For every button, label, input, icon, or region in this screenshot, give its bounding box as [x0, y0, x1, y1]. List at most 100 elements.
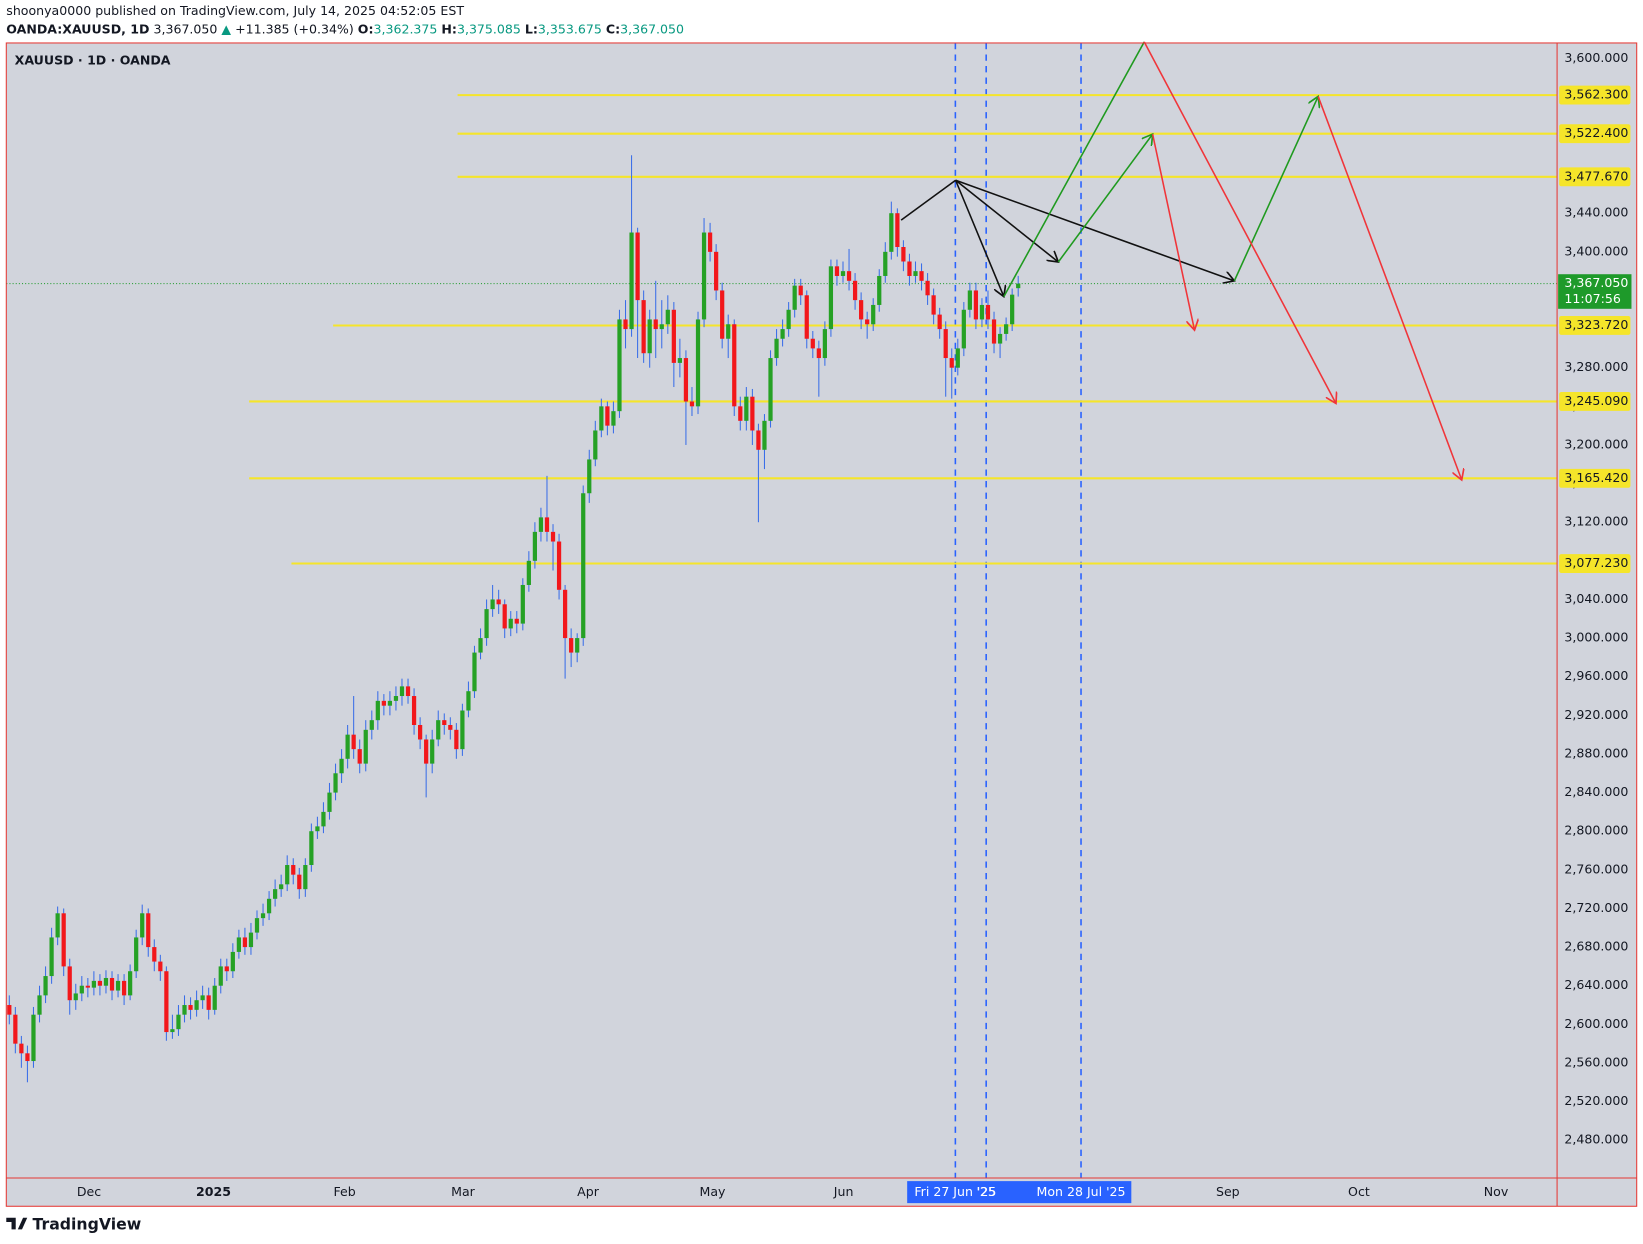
candle-body — [43, 976, 48, 996]
candle-body — [647, 319, 652, 354]
level-label: 3,323.720 — [1564, 317, 1628, 332]
arrow-line — [1151, 133, 1195, 330]
candle-body — [744, 396, 749, 421]
time-axis — [6, 1177, 1558, 1207]
candle-body — [79, 985, 84, 994]
level-label-box — [1559, 391, 1631, 411]
candle-body — [556, 541, 562, 590]
y-tick-label: 3,400.000 — [1564, 243, 1628, 258]
y-tick-label: 2,920.000 — [1564, 707, 1628, 722]
arrow-line — [1317, 96, 1462, 480]
candle-body — [218, 966, 223, 986]
level-label: 3,077.230 — [1564, 555, 1628, 570]
drawings — [900, 41, 1462, 480]
candle-body — [623, 319, 628, 330]
date-marker-box — [907, 1181, 1132, 1204]
candle-body — [599, 406, 604, 431]
candle-body — [387, 700, 393, 706]
candle-body — [701, 232, 707, 320]
candle-body — [273, 889, 278, 899]
x-tick-label: Nov — [1484, 1184, 1509, 1199]
candle-body — [816, 348, 821, 359]
candle-body — [840, 271, 846, 276]
candle-body — [955, 348, 960, 368]
candle-body — [417, 724, 423, 740]
date-marker-label: Mon 28 Jul '25 — [1036, 1184, 1125, 1199]
ohlc-key: L: — [525, 21, 538, 36]
candle-body — [502, 604, 507, 629]
candle-body — [653, 319, 658, 330]
candle-body — [200, 995, 205, 1001]
candle-body — [315, 826, 320, 832]
y-tick-label: 2,640.000 — [1564, 977, 1628, 992]
candle-body — [411, 696, 417, 725]
candle-body — [720, 290, 725, 339]
y-tick-label: 3,120.000 — [1564, 514, 1628, 529]
candle-body — [472, 652, 477, 692]
candle-body — [575, 638, 580, 653]
frame — [5, 42, 1638, 1207]
y-tick-label: 2,760.000 — [1564, 861, 1628, 876]
candle-body — [49, 937, 54, 977]
candle-body — [514, 618, 519, 624]
y-tick-label: 2,480.000 — [1564, 1132, 1628, 1147]
y-tick-label: 2,800.000 — [1564, 823, 1628, 838]
candle-body — [985, 304, 991, 320]
candle-body — [913, 271, 918, 276]
candle-body — [260, 913, 266, 919]
brand: TradingView — [6, 1215, 141, 1234]
candle-body — [25, 1053, 30, 1062]
candle-body — [526, 560, 531, 585]
candle-body — [478, 638, 483, 653]
candle-body — [496, 599, 501, 605]
y-tick-label: 3,200.000 — [1564, 436, 1628, 451]
candle-body — [593, 430, 598, 460]
plot-area — [6, 42, 1558, 1178]
candle-body — [852, 280, 858, 301]
candle-body — [937, 314, 942, 330]
candle-body — [538, 517, 544, 532]
candle-body — [13, 1014, 18, 1044]
candle-body — [689, 401, 695, 407]
candle-body — [1016, 283, 1021, 289]
candle-body — [345, 734, 350, 759]
candle-body — [798, 285, 803, 296]
candle-body — [786, 309, 791, 330]
level-label-box — [1559, 554, 1631, 573]
candle-body — [611, 411, 616, 426]
candle-body — [176, 1014, 181, 1030]
candle-body — [303, 865, 308, 890]
candle-body — [550, 531, 556, 542]
candle-body — [351, 734, 356, 750]
x-tick-label: Jun — [833, 1184, 854, 1199]
candle-body — [780, 329, 785, 339]
y-tick-label: 3,440.000 — [1564, 205, 1628, 220]
candle-body — [641, 300, 646, 354]
candle-body — [629, 232, 634, 330]
candle-body — [37, 995, 42, 1015]
candle-body — [188, 1005, 193, 1010]
arrow-line — [1143, 41, 1336, 404]
candle-body — [399, 686, 405, 697]
candle-body — [707, 232, 713, 252]
candle-body — [460, 710, 465, 750]
level-label: 3,562.300 — [1564, 87, 1628, 102]
brand-logo — [6, 1217, 28, 1230]
candle-body — [375, 700, 380, 721]
candle-body — [714, 251, 719, 291]
level-label-box — [1559, 316, 1631, 335]
candle-body — [279, 884, 284, 890]
candle-body — [532, 531, 538, 561]
candle-body — [883, 251, 888, 276]
candle-body — [393, 696, 399, 701]
candle-body — [822, 329, 827, 359]
candle-body — [562, 589, 568, 639]
candle-body — [152, 947, 157, 962]
ohlc-key: C: — [606, 21, 620, 36]
candle-body — [327, 792, 332, 812]
candle-body — [973, 290, 979, 320]
candle-body — [834, 266, 840, 276]
y-tick-label: 3,040.000 — [1564, 591, 1628, 606]
candle-body — [194, 1000, 199, 1010]
